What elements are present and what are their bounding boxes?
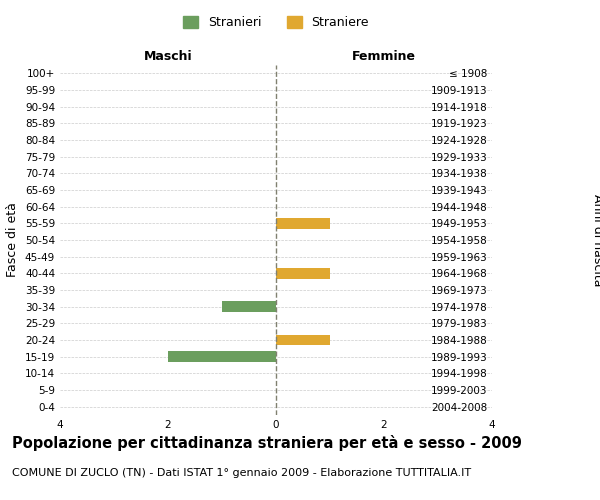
Legend: Stranieri, Straniere: Stranieri, Straniere bbox=[178, 11, 374, 34]
Text: COMUNE DI ZUCLO (TN) - Dati ISTAT 1° gennaio 2009 - Elaborazione TUTTITALIA.IT: COMUNE DI ZUCLO (TN) - Dati ISTAT 1° gen… bbox=[12, 468, 471, 477]
Bar bbox=[276, 218, 330, 228]
Text: Femmine: Femmine bbox=[352, 50, 416, 62]
Y-axis label: Fasce di età: Fasce di età bbox=[7, 202, 19, 278]
Text: Anni di nascita: Anni di nascita bbox=[590, 194, 600, 286]
Bar bbox=[276, 268, 330, 278]
Text: Popolazione per cittadinanza straniera per età e sesso - 2009: Popolazione per cittadinanza straniera p… bbox=[12, 435, 522, 451]
Text: Maschi: Maschi bbox=[143, 50, 193, 62]
Bar bbox=[168, 351, 276, 362]
Bar bbox=[276, 334, 330, 345]
Bar bbox=[222, 301, 276, 312]
